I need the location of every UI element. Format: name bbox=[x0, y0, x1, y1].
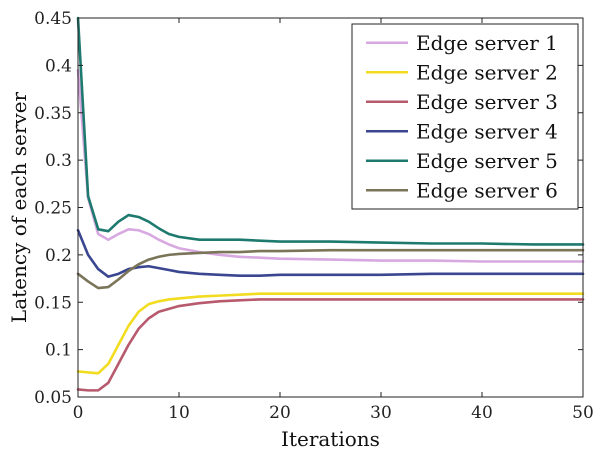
x-tick-label: 10 bbox=[168, 403, 190, 423]
y-tick-label: 0.3 bbox=[45, 151, 72, 171]
series-line-edge-server-3 bbox=[76, 298, 585, 392]
legend-entry: Edge server 4 bbox=[366, 119, 558, 143]
legend-entry: Edge server 1 bbox=[366, 31, 558, 55]
legend-entry: Edge server 2 bbox=[366, 60, 558, 84]
series-layer bbox=[76, 16, 585, 392]
y-tick-label: 0.2 bbox=[45, 246, 72, 266]
legend-label: Edge server 5 bbox=[416, 149, 558, 173]
y-tick-label: 0.15 bbox=[34, 293, 72, 313]
x-axis-label: Iterations bbox=[281, 427, 380, 451]
legend-entry: Edge server 6 bbox=[366, 178, 558, 202]
series-line-edge-server-5 bbox=[76, 16, 585, 246]
x-tick-label: 50 bbox=[572, 403, 594, 423]
y-tick-label: 0.05 bbox=[34, 388, 72, 408]
y-tick-label: 0.25 bbox=[34, 199, 72, 219]
legend-label: Edge server 1 bbox=[416, 31, 558, 55]
legend-entry: Edge server 3 bbox=[366, 90, 558, 114]
x-tick-label: 0 bbox=[73, 403, 84, 423]
legend-label: Edge server 4 bbox=[416, 119, 558, 143]
legend-box bbox=[351, 23, 579, 210]
x-tick-label: 40 bbox=[471, 403, 493, 423]
legend-label: Edge server 3 bbox=[416, 90, 558, 114]
y-tick-label: 0.1 bbox=[45, 341, 72, 361]
legend-entry: Edge server 5 bbox=[366, 149, 558, 173]
series-line-edge-server-1 bbox=[76, 68, 585, 263]
y-tick-label: 0.35 bbox=[34, 104, 72, 124]
legend: Edge server 1 Edge server 2 Edge server 3 E… bbox=[351, 23, 579, 210]
x-tick-label: 20 bbox=[269, 403, 291, 423]
y-axis-label: Latency of each server bbox=[7, 91, 31, 323]
y-tick-label: 0.4 bbox=[45, 56, 72, 76]
x-tick-label: 30 bbox=[370, 403, 392, 423]
series-line-edge-server-4 bbox=[76, 228, 585, 278]
series-line-edge-server-6 bbox=[76, 248, 585, 290]
series-line-edge-server-2 bbox=[76, 292, 585, 375]
legend-label: Edge server 6 bbox=[416, 178, 558, 202]
tick-layer: 0 10 20 30 40 50 0.05 0.1 0.15 0.2 0.25 0.3 0.35 0.4 0… bbox=[34, 9, 594, 423]
legend-label: Edge server 2 bbox=[416, 60, 558, 84]
y-tick-label: 0.45 bbox=[34, 9, 72, 29]
